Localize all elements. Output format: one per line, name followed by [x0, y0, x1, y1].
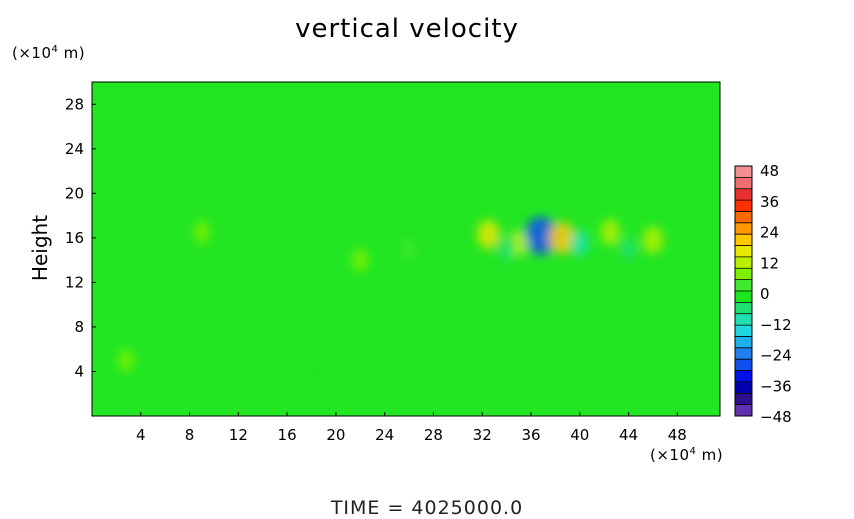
colorbar-segment: [735, 347, 752, 360]
x-tick-label: 8: [185, 426, 195, 444]
colorbar-label: −24: [760, 347, 792, 365]
colorbar-segment: [735, 211, 752, 224]
colorbar-segment: [735, 268, 752, 281]
x-tick-label: 16: [278, 426, 297, 444]
field-feature-0: [524, 216, 558, 255]
field-feature-2: [477, 220, 500, 250]
colorbar-segment: [735, 166, 752, 178]
plot-area: [91, 81, 721, 417]
x-tick-label: 32: [473, 426, 492, 444]
colorbar-segment: [735, 234, 752, 247]
x-axis-unit: (×104 m): [650, 446, 724, 464]
field-feature-3: [570, 230, 590, 257]
colorbar-label: 36: [760, 193, 779, 211]
colorbar-label: 48: [760, 162, 779, 180]
colorbar-segment: [735, 370, 752, 383]
y-tick-label: 16: [65, 229, 84, 247]
colorbar-segment: [735, 359, 752, 372]
field-feature-7: [642, 226, 664, 254]
colorbar-segment: [735, 256, 752, 269]
colorbar-segment: [735, 188, 752, 201]
colorbar-label: −12: [760, 316, 792, 334]
colorbar-segment: [735, 404, 752, 417]
field-feature-8: [620, 237, 637, 261]
colorbar-segment: [735, 313, 752, 326]
y-tick-label: 24: [65, 140, 84, 158]
plot-frame: [91, 81, 721, 417]
colorbar-frame: [734, 165, 753, 417]
field-feature-10: [306, 360, 322, 383]
field-feature-11: [118, 348, 134, 372]
chart-title: vertical velocity: [295, 14, 519, 44]
colorbar-label: 12: [760, 254, 779, 272]
field-feature-12: [193, 220, 210, 244]
colorbar-segment: [735, 279, 752, 292]
x-tick-label: 44: [619, 426, 638, 444]
field-feature-5: [497, 236, 516, 262]
colorbar-label: −48: [760, 408, 792, 426]
y-tick-label: 4: [74, 362, 84, 380]
colorbar-segment: [735, 177, 752, 190]
x-tick-label: 12: [229, 426, 248, 444]
y-tick-label: 12: [65, 273, 84, 291]
colorbar-segment: [735, 245, 752, 258]
y-tick-label: 20: [65, 184, 84, 202]
y-axis-ticks: 4 8 12 16 20 24 28: [65, 95, 96, 380]
x-tick-label: 36: [521, 426, 540, 444]
colorbar: 48 36 24 12 0 −12 −24 −36 −48: [734, 162, 792, 426]
colorbar-segment: [735, 200, 752, 212]
x-tick-label: 4: [136, 426, 146, 444]
colorbar-segment: [735, 381, 752, 394]
colorbar-segment: [735, 336, 752, 349]
field-feature-6: [600, 219, 620, 246]
colorbar-segment: [735, 222, 752, 235]
x-tick-label: 24: [375, 426, 394, 444]
colorbar-segment: [735, 393, 752, 406]
x-tick-label: 48: [668, 426, 687, 444]
time-label: TIME = 4025000.0: [330, 497, 524, 519]
colorbar-segment: [735, 291, 752, 303]
y-tick-label: 28: [65, 95, 84, 113]
y-axis-unit: (×104 m): [12, 44, 86, 62]
field-feature-13: [401, 237, 417, 261]
y-tick-label: 8: [74, 318, 84, 336]
colorbar-label: −36: [760, 377, 792, 395]
x-axis-ticks: 4 8 12 16 20 24 28 32 36 40 44 48: [136, 412, 687, 444]
colorbar-label: 24: [760, 224, 779, 242]
field-feature-9: [352, 248, 369, 272]
field-feature-1: [548, 221, 575, 254]
colorbar-segment: [735, 325, 752, 337]
x-tick-label: 20: [326, 426, 345, 444]
x-tick-label: 28: [424, 426, 443, 444]
x-tick-label: 40: [570, 426, 589, 444]
colorbar-segment: [735, 302, 752, 315]
colorbar-label: 0: [760, 285, 770, 303]
